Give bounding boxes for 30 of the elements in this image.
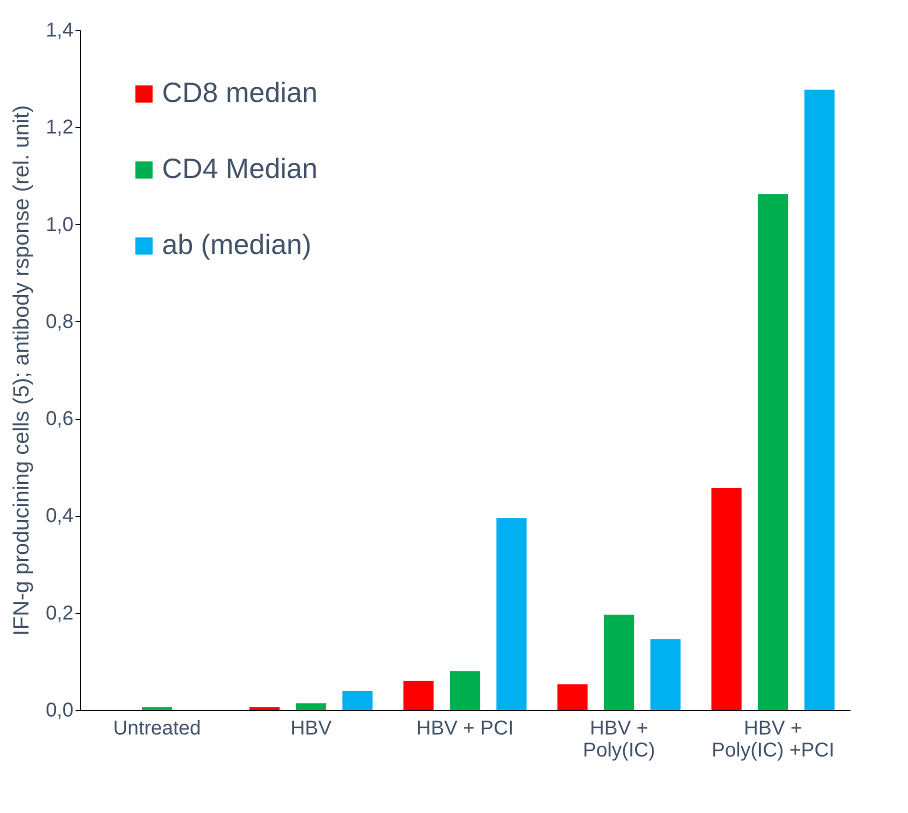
y-tick-label: 0,2 bbox=[46, 602, 74, 624]
bar bbox=[650, 639, 681, 710]
bar bbox=[604, 614, 634, 710]
y-tick-label: 0,8 bbox=[46, 310, 74, 333]
x-tick-label: HBV bbox=[290, 718, 332, 740]
x-tick-label: HBV + PCI bbox=[416, 718, 514, 740]
bar bbox=[450, 671, 480, 710]
y-tick-label: 0,0 bbox=[46, 700, 74, 722]
legend-label: CD4 Median bbox=[162, 153, 318, 184]
y-axis-title: IFN-g producining cells (5); antibody rsponse (rel. unit) bbox=[8, 105, 34, 636]
y-tick-label: 1,0 bbox=[46, 214, 74, 236]
x-tick-label: HBV + Poly(IC) bbox=[582, 718, 656, 762]
bar bbox=[296, 703, 326, 710]
x-tick-label: Untreated bbox=[113, 718, 201, 740]
legend-label: CD8 median bbox=[162, 77, 318, 108]
y-tick-label: 0,4 bbox=[46, 505, 74, 528]
legend-label: ab (median) bbox=[162, 229, 312, 260]
y-tick-label: 1,2 bbox=[46, 116, 74, 139]
y-tick-label: 0,6 bbox=[46, 408, 74, 430]
bar bbox=[804, 90, 835, 710]
bar bbox=[496, 518, 527, 710]
bar bbox=[403, 680, 434, 710]
y-tick-label: 1,4 bbox=[46, 20, 74, 42]
bar bbox=[142, 707, 172, 710]
x-tick-label: HBV + Poly(IC) +PCI bbox=[712, 718, 834, 762]
bar bbox=[342, 691, 373, 710]
bar bbox=[249, 707, 280, 710]
bar bbox=[557, 684, 588, 710]
bar bbox=[711, 488, 742, 710]
bar bbox=[758, 194, 788, 710]
